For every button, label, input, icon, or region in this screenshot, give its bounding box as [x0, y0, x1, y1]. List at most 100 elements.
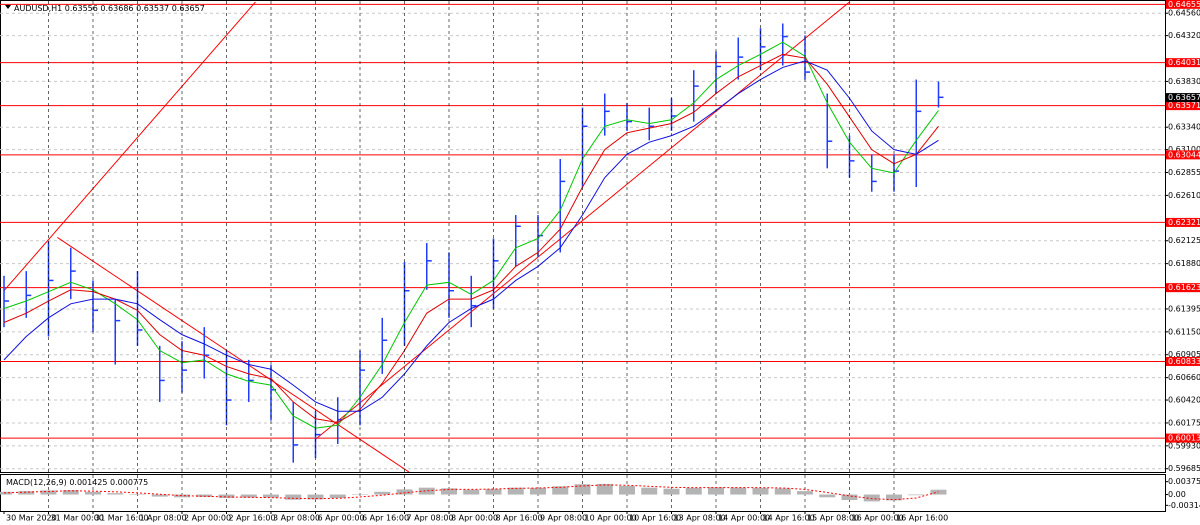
- symbol: AUDUSD,H1: [14, 4, 62, 13]
- macd-bar: [863, 494, 880, 502]
- macd-bar: [396, 489, 413, 495]
- y-tick-label: 0.61150: [1168, 327, 1200, 336]
- macd-bar: [62, 490, 79, 495]
- macd-bar: [240, 494, 257, 498]
- macd-bar: [596, 483, 613, 495]
- macd-bar: [774, 488, 791, 495]
- x-tick-label: 2 Apr 00:00: [184, 514, 231, 523]
- macd-bar: [886, 494, 902, 501]
- trendline: [57, 237, 410, 472]
- moving-average: [3, 53, 939, 424]
- macd-bar: [285, 494, 302, 500]
- macd-bar: [685, 488, 702, 495]
- header-low: 0.63537: [136, 4, 169, 13]
- macd-bar: [507, 487, 524, 495]
- macd-bar: [374, 491, 391, 495]
- level-label: 0.60833: [1168, 357, 1200, 366]
- x-tick-label: 8 Apr 16:00: [496, 514, 543, 523]
- y-tick-label: 0.61880: [1168, 259, 1200, 268]
- macd-y-tick-label: 0.00: [1168, 490, 1186, 499]
- macd-bar: [218, 494, 235, 498]
- x-tick-label: 14 Apr 16:00: [763, 514, 815, 523]
- signal-value: 0.000775: [110, 478, 148, 487]
- level-tag: [1166, 150, 1200, 160]
- level-label: 0.64031: [1168, 58, 1200, 67]
- x-tick-label: 1 Apr 08:00: [140, 514, 187, 523]
- macd-bar: [819, 494, 836, 498]
- macd-bar: [107, 493, 124, 495]
- x-tick-label: 8 Apr 00:00: [451, 514, 498, 523]
- macd-bar: [841, 494, 858, 501]
- macd-bar: [797, 491, 813, 495]
- header-close: 0.63657: [172, 4, 205, 13]
- y-tick-label: 0.59930: [1168, 441, 1200, 450]
- y-tick-label: 0.62855: [1168, 168, 1200, 177]
- x-tick-label: 6 Apr 00:00: [318, 514, 365, 523]
- y-tick-label: 0.64560: [1168, 9, 1200, 18]
- moving-average: [3, 41, 939, 429]
- x-tick-label: 13 Apr 08:00: [674, 514, 726, 523]
- level-label: 0.63571: [1168, 101, 1200, 110]
- last-price-label: 0.63657: [1168, 93, 1200, 102]
- macd-bar: [352, 494, 368, 496]
- macd-bar: [730, 487, 747, 495]
- y-tick-label: 0.62610: [1168, 191, 1200, 200]
- macd-bar: [129, 494, 146, 495]
- moving-average: [3, 60, 939, 412]
- x-tick-label: 15 Apr 08:00: [807, 514, 859, 523]
- x-tick-label: 16 Apr 00:00: [852, 514, 904, 523]
- y-tick-label: 0.63830: [1168, 77, 1200, 86]
- macd-bar: [641, 487, 658, 495]
- macd-value: 0.001425: [69, 478, 107, 487]
- x-tick-label: 14 Apr 00:00: [718, 514, 770, 523]
- y-tick-label: 0.64320: [1168, 31, 1200, 40]
- macd-bar: [619, 485, 635, 495]
- level-tag: [1166, 58, 1200, 68]
- menu-arrow[interactable]: [5, 5, 11, 9]
- x-tick-label: 10 Apr 00:00: [585, 514, 637, 523]
- macd-bar: [418, 487, 435, 495]
- level-tag: [1166, 433, 1200, 443]
- x-tick-label: 6 Apr 16:00: [362, 514, 409, 523]
- y-tick-label: 0.59685: [1168, 464, 1200, 473]
- x-tick-label: 10 Apr 16:00: [629, 514, 681, 523]
- x-tick-label: 2 Apr 16:00: [229, 514, 276, 523]
- macd-bar: [263, 494, 279, 498]
- macd-bar: [574, 484, 591, 495]
- x-tick-label: 3 Apr 08:00: [273, 514, 320, 523]
- macd-bar: [463, 489, 480, 495]
- y-tick-label: 0.60905: [1168, 350, 1200, 359]
- header-high: 0.63686: [100, 4, 133, 13]
- level-label: 0.62321: [1168, 218, 1200, 227]
- level-label: 0.60013: [1168, 434, 1200, 443]
- level-tag: [1166, 283, 1200, 293]
- x-tick-label: 30 Mar 2020: [6, 514, 57, 523]
- macd-bar: [174, 494, 190, 498]
- macd-bar: [85, 491, 101, 495]
- y-tick-label: 0.63340: [1168, 123, 1200, 132]
- macd-bar: [752, 488, 769, 495]
- x-tick-label: 7 Apr 08:00: [407, 514, 454, 523]
- level-tag: [1166, 0, 1200, 9]
- x-tick-label: 9 Apr 08:00: [540, 514, 587, 523]
- level-tag: [1166, 356, 1200, 366]
- y-tick-label: 0.63100: [1168, 145, 1200, 154]
- y-tick-label: 0.61395: [1168, 304, 1200, 313]
- trendline: [3, 1, 256, 292]
- x-tick-label: 16 Apr 16:00: [896, 514, 948, 523]
- macd-bar: [307, 494, 324, 500]
- macd-bar: [40, 490, 57, 495]
- x-tick-label: 31 Mar 16:00: [95, 514, 148, 523]
- macd-bar: [552, 486, 569, 495]
- level-label: 0.64655: [1168, 0, 1200, 9]
- level-tag: [1166, 217, 1200, 227]
- macd-y-tick-label: -0.003141: [1168, 501, 1200, 510]
- y-tick-label: 0.62125: [1168, 236, 1200, 245]
- last-price-tag: [1166, 93, 1200, 103]
- y-tick-label: 0.60175: [1168, 418, 1200, 427]
- chart-header: AUDUSD,H1 0.63556 0.63686 0.63537 0.6365…: [14, 4, 205, 13]
- macd-label: MACD(12,26,9): [6, 478, 67, 487]
- macd-bar: [708, 487, 724, 495]
- macd-bar: [530, 488, 546, 495]
